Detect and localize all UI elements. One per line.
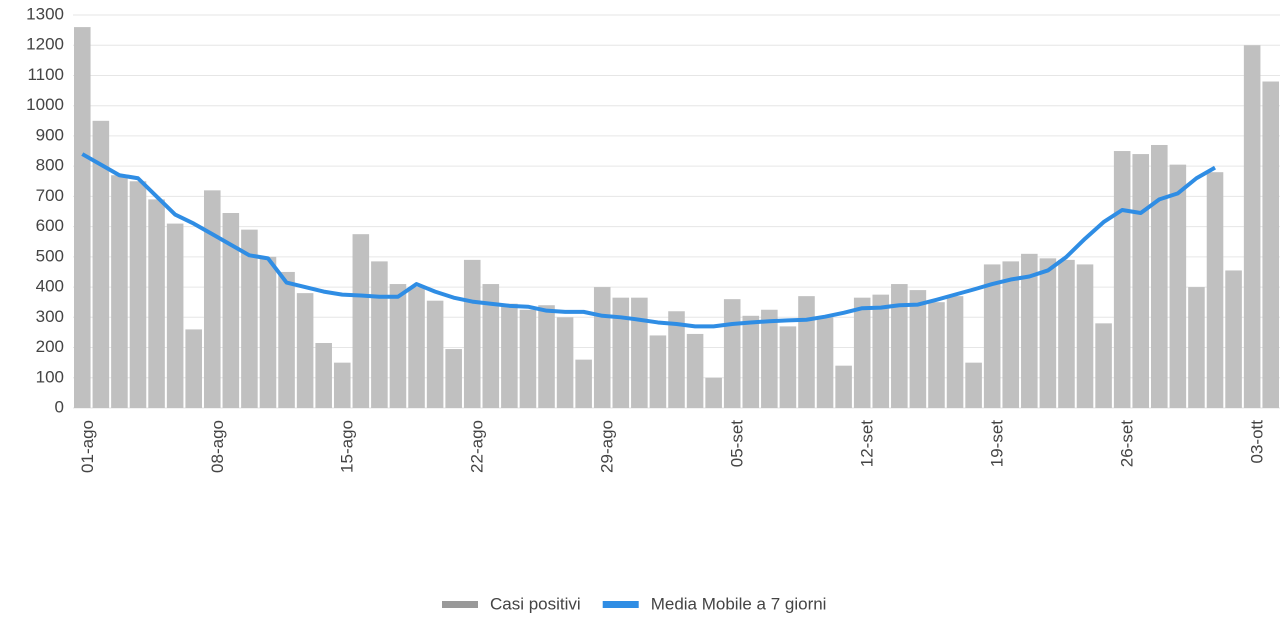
bar	[816, 317, 834, 408]
x-tick-label: 01-ago	[78, 420, 97, 473]
bar	[1058, 259, 1075, 408]
bar	[259, 256, 277, 408]
x-tick-label: 05-set	[728, 420, 747, 468]
y-tick-label: 200	[36, 337, 64, 356]
y-tick-label: 1300	[26, 4, 64, 23]
legend-swatch	[442, 601, 478, 608]
x-tick-label: 19-set	[988, 420, 1007, 468]
bar	[519, 309, 537, 408]
bar	[1225, 270, 1242, 408]
bar	[1262, 81, 1279, 408]
bar	[463, 259, 481, 408]
y-tick-label: 700	[36, 186, 64, 205]
bar	[779, 326, 797, 408]
bar	[389, 284, 407, 408]
bar	[129, 181, 147, 408]
bar	[928, 302, 945, 408]
bar	[148, 199, 165, 408]
bar	[185, 329, 202, 408]
bar	[501, 303, 518, 408]
x-tick-label: 29-ago	[598, 420, 617, 473]
bar	[1132, 154, 1150, 408]
bar	[222, 213, 240, 408]
bar	[946, 296, 964, 408]
bar	[575, 359, 592, 408]
x-tick-label: 15-ago	[338, 420, 357, 473]
bar	[426, 300, 444, 408]
bar	[1095, 323, 1112, 408]
x-tick-label: 26-set	[1118, 420, 1137, 468]
bar	[1039, 258, 1057, 408]
x-tick-label: 03-ott	[1248, 420, 1267, 464]
bar	[761, 309, 778, 408]
bar	[111, 175, 128, 408]
y-tick-label: 600	[36, 216, 64, 235]
bar	[371, 261, 388, 408]
bar	[872, 294, 890, 408]
y-tick-label: 300	[36, 307, 64, 326]
bar	[965, 362, 982, 408]
bar	[891, 284, 908, 408]
y-tick-label: 500	[36, 246, 64, 265]
y-tick-label: 100	[36, 367, 64, 386]
bar	[723, 299, 741, 408]
legend-label: Media Mobile a 7 giorni	[651, 594, 827, 613]
bar	[1169, 164, 1187, 408]
legend-label: Casi positivi	[490, 594, 581, 613]
bar	[909, 290, 927, 408]
y-tick-label: 400	[36, 277, 64, 296]
bar	[1151, 144, 1168, 408]
bar	[1188, 287, 1205, 408]
y-tick-label: 900	[36, 125, 64, 144]
bar	[333, 362, 351, 408]
bar	[1076, 264, 1094, 408]
bar	[315, 343, 332, 408]
x-tick-label: 22-ago	[468, 420, 487, 473]
bar	[408, 287, 425, 408]
bar	[166, 223, 184, 408]
y-tick-label: 800	[36, 156, 64, 175]
bar	[853, 297, 871, 408]
bar	[74, 27, 91, 408]
bar	[742, 315, 760, 408]
bar	[798, 296, 815, 408]
bar	[835, 365, 852, 408]
y-tick-label: 1100	[27, 65, 64, 84]
bar	[92, 120, 110, 409]
bar	[352, 234, 370, 408]
bar	[445, 349, 462, 408]
bar	[1113, 151, 1131, 409]
y-tick-label: 0	[55, 397, 64, 416]
bar	[278, 271, 295, 408]
bar	[612, 297, 630, 408]
x-tick-label: 08-ago	[208, 420, 227, 473]
bar	[538, 305, 555, 408]
bar	[668, 311, 685, 408]
x-tick-label: 12-set	[858, 420, 877, 468]
bar	[203, 190, 221, 408]
bar	[1243, 45, 1261, 408]
y-tick-label: 1000	[26, 95, 64, 114]
bar	[241, 229, 258, 408]
y-tick-label: 1200	[26, 35, 64, 54]
bar	[482, 284, 500, 408]
bar	[296, 293, 314, 408]
bar	[631, 297, 648, 408]
legend-swatch	[602, 601, 639, 608]
bar	[983, 264, 1001, 408]
bar	[593, 287, 611, 408]
bar	[1021, 253, 1038, 408]
line	[81, 152, 1217, 329]
bar	[556, 317, 574, 408]
bar	[1002, 261, 1020, 408]
bar	[1206, 172, 1224, 408]
bar	[649, 335, 667, 408]
bar	[686, 333, 704, 408]
bar	[705, 377, 722, 408]
